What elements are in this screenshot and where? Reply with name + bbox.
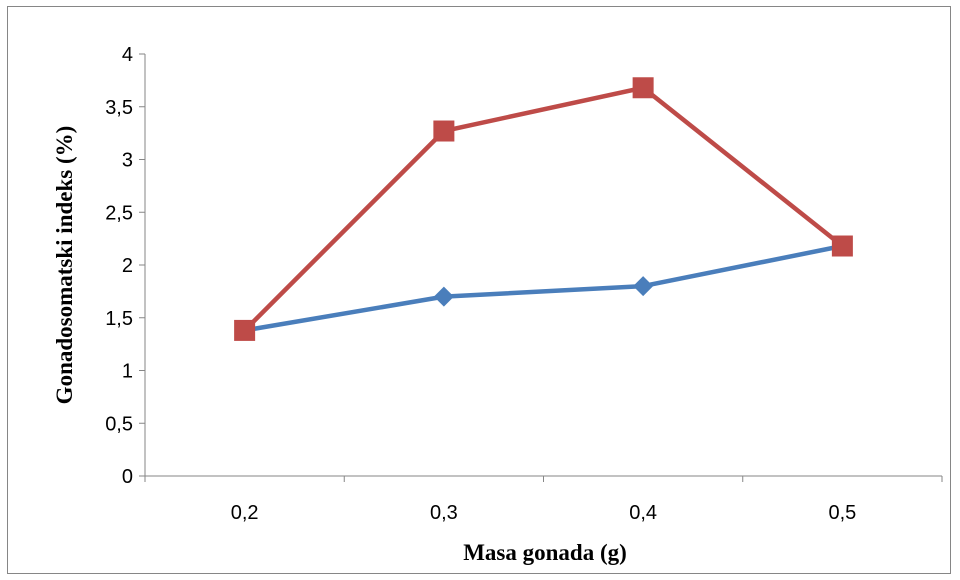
data-point-marker [234,319,256,341]
y-tick-label: 1 [122,361,133,383]
data-point-marker [831,235,853,257]
y-tick-label: 2 [122,255,133,277]
y-tick-label: 0,5 [105,413,133,435]
series-line [244,243,843,333]
data-point-marker [633,276,654,297]
y-axis-title: Gonadosomatski indeks (%) [52,126,77,405]
data-point-marker [632,77,654,99]
y-tick-label: 1,5 [105,308,133,330]
y-tick-label: 3 [122,150,133,172]
y-axis-ticks: 0 0,5 1 1,5 2 2,5 3 3,5 4 [105,44,145,488]
series-1 [234,236,853,341]
x-axis-title: Masa gonada (g) [463,540,627,565]
x-tick-label: 0,3 [430,502,458,524]
y-tick-label: 2,5 [105,202,133,224]
axes: 0 0,5 1 1,5 2 2,5 3 3,5 4 0,2 0,3 0,4 0,5 [105,44,943,524]
data-point-marker [433,286,454,307]
y-tick-label: 4 [122,44,133,66]
x-axis-ticks: 0,2 0,3 0,4 0,5 [144,476,943,524]
series [234,77,853,341]
x-tick-label: 0,5 [828,502,856,524]
y-tick-label: 0 [122,466,133,488]
series-line [243,85,844,333]
x-tick-label: 0,2 [231,502,259,524]
y-tick-label: 3,5 [105,97,133,119]
data-point-marker [433,120,455,142]
chart-frame [7,6,951,574]
series-2 [234,77,853,341]
x-tick-label: 0,4 [629,502,657,524]
